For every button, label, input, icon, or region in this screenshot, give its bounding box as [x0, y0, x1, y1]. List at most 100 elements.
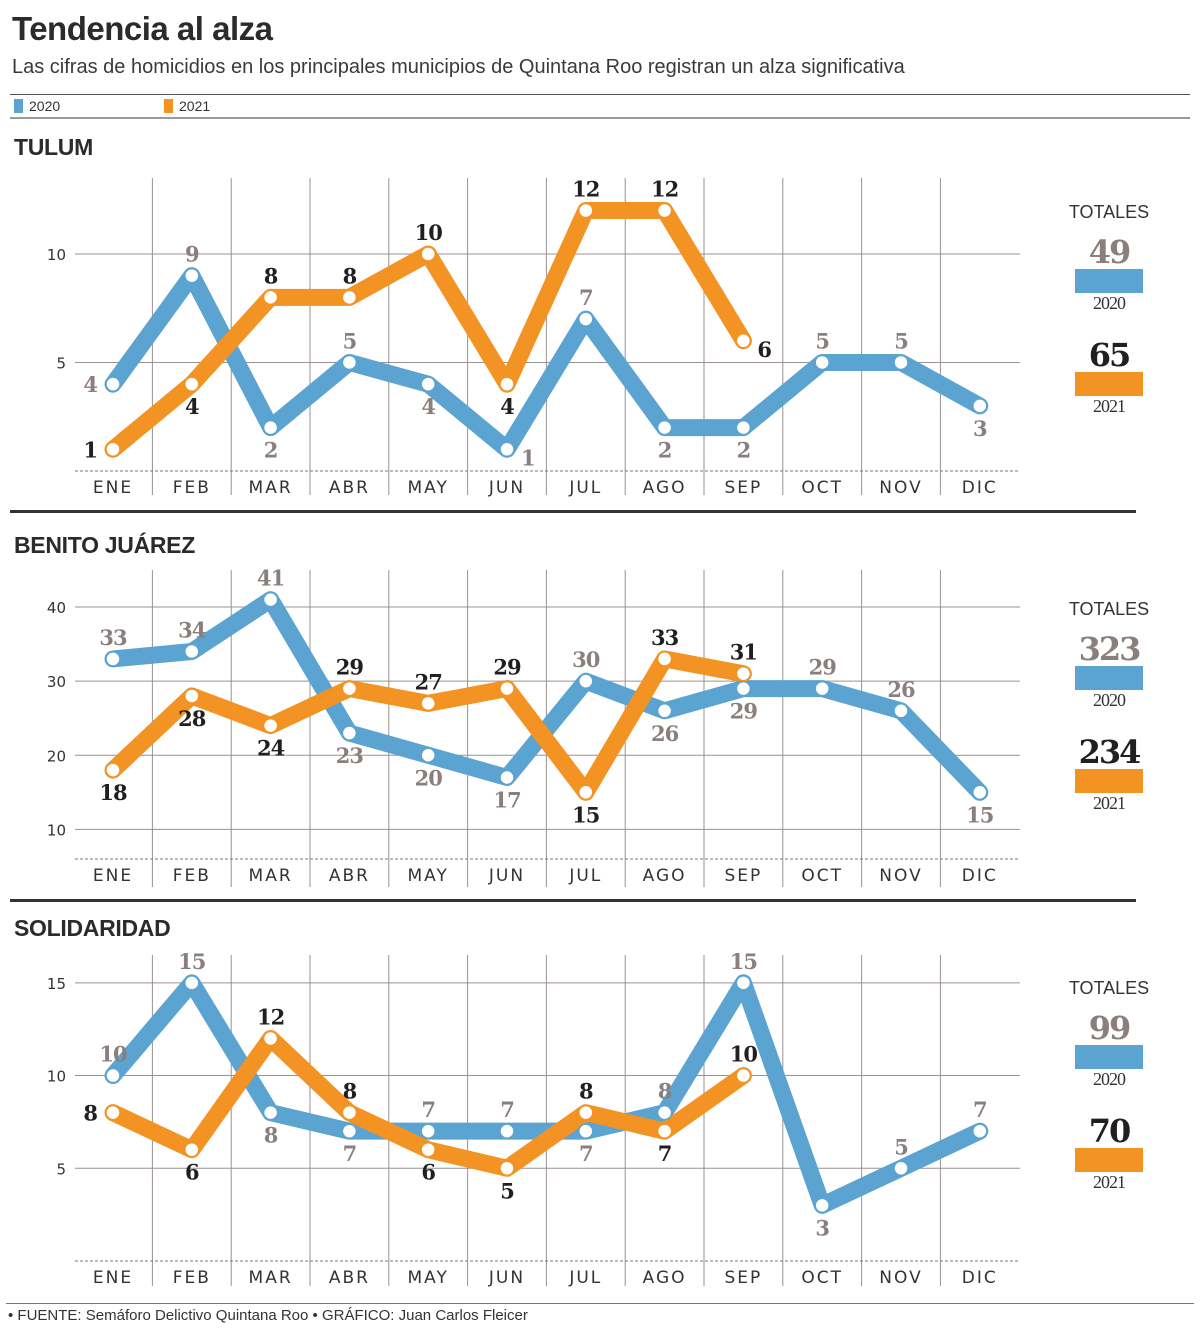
data-label-2021: 28 [178, 706, 206, 731]
panel-title-solidaridad: SOLIDARIDAD [14, 915, 171, 941]
total-year-2020: 2020 [1093, 1069, 1126, 1089]
data-label-2021: 4 [185, 394, 199, 419]
data-label-2020: 2 [658, 438, 672, 463]
totals-label: TOTALES [1068, 599, 1150, 619]
x-tick-label: MAR [249, 1268, 293, 1288]
divider [10, 94, 1190, 95]
x-tick-label: FEB [173, 478, 211, 498]
data-label-2020: 41 [257, 566, 284, 591]
data-point-2020 [814, 1197, 830, 1214]
data-point-2020 [184, 643, 200, 660]
data-label-2020: 8 [264, 1123, 278, 1148]
data-point-2020 [972, 784, 988, 801]
data-label-2020: 7 [343, 1141, 357, 1166]
total-bar-2021 [1075, 769, 1143, 793]
chart-tulum: 5 10 ENE FEB MAR ABR MAY JUN JUL AGO SEP OCT NOV DIC 4… [47, 177, 1020, 498]
data-label-2020: 4 [83, 372, 97, 397]
data-point-2020 [105, 376, 121, 392]
totals-label: TOTALES [1068, 202, 1150, 222]
x-tick-label: ENE [93, 1268, 133, 1288]
data-point-2021 [341, 1104, 358, 1121]
data-point-2020 [656, 1104, 673, 1121]
data-label-2021: 10 [730, 1042, 758, 1067]
x-tick-label: FEB [173, 1268, 211, 1288]
x-tick-label: OCT [801, 478, 843, 498]
data-point-2021 [420, 1141, 436, 1158]
data-point-2021 [578, 1104, 594, 1121]
y-tick-label: 20 [47, 747, 66, 765]
total-2021: 234 [1078, 733, 1142, 771]
data-point-2021 [735, 333, 752, 349]
data-point-2020 [262, 419, 279, 436]
total-bar-2020 [1075, 269, 1143, 293]
totals-tulum: TOTALES 49 2020 65 2021 [1060, 202, 1158, 417]
data-label-2021: 8 [579, 1079, 593, 1104]
data-point-2020 [499, 441, 515, 458]
data-point-2020 [735, 680, 752, 697]
x-tick-label: AGO [643, 866, 687, 886]
data-label-2020: 4 [421, 394, 435, 419]
total-year-2020: 2020 [1093, 293, 1126, 313]
legend-label: 2020 [29, 98, 61, 114]
data-label-2020: 9 [185, 242, 199, 267]
total-2021: 65 [1088, 336, 1132, 374]
data-point-2021 [578, 784, 594, 801]
data-point-2020 [735, 975, 752, 991]
x-tick-label: JUN [488, 1268, 525, 1288]
data-point-2021 [499, 1160, 515, 1177]
data-label-2021: 29 [493, 655, 521, 680]
data-point-2021 [184, 688, 200, 704]
data-label-2020: 1 [521, 445, 535, 470]
x-tick-label: MAY [408, 478, 449, 498]
source-credit: • FUENTE: Semáforo Delictivo Quintana Ro… [8, 1307, 528, 1324]
y-tick-label: 30 [47, 673, 66, 691]
data-point-2020 [420, 747, 436, 764]
data-label-2021: 8 [264, 263, 278, 288]
legend-swatch-2021 [164, 99, 173, 113]
data-label-2020: 7 [421, 1097, 435, 1122]
data-label-2020: 2 [737, 438, 751, 463]
footer-divider [6, 1303, 1194, 1304]
y-tick-label: 5 [56, 1160, 66, 1178]
data-label-2020: 3 [973, 416, 987, 441]
x-tick-label: ABR [329, 478, 370, 498]
x-tick-label: SEP [725, 866, 763, 886]
data-point-2020 [420, 1123, 436, 1139]
data-point-2020 [341, 725, 358, 741]
totals-benito-juarez: TOTALES 323 2020 234 2021 [1060, 599, 1158, 814]
data-label-2021: 8 [83, 1101, 97, 1126]
data-label-2020: 7 [579, 1141, 593, 1166]
data-point-2020 [105, 1067, 121, 1084]
data-point-2020 [262, 591, 279, 608]
x-tick-label: ABR [329, 866, 370, 886]
data-label-2021: 12 [651, 177, 678, 202]
total-bar-2020 [1075, 666, 1143, 690]
data-label-2021: 31 [730, 640, 757, 665]
x-tick-label: MAR [249, 478, 293, 498]
x-tick-label: ENE [93, 866, 133, 886]
total-bar-2021 [1075, 372, 1143, 396]
x-tick-label: SEP [725, 1268, 763, 1288]
data-point-2021 [656, 651, 673, 667]
data-point-2020 [656, 419, 673, 436]
data-label-2020: 17 [493, 787, 520, 812]
x-tick-label: MAY [408, 1268, 449, 1288]
page-subtitle: Las cifras de homicidios en los principa… [12, 56, 905, 78]
y-tick-label: 10 [47, 821, 66, 839]
x-tick-label: JUL [568, 866, 602, 886]
data-point-2020 [184, 975, 200, 991]
y-tick-label: 10 [47, 246, 66, 264]
data-label-2021: 8 [343, 1079, 357, 1104]
data-label-2020: 2 [264, 438, 278, 463]
data-point-2021 [341, 680, 358, 697]
data-label-2020: 29 [809, 655, 837, 680]
data-point-2020 [893, 354, 909, 371]
panel-title-benito-juarez: BENITO JUÁREZ [14, 532, 195, 558]
data-label-2021: 7 [658, 1141, 672, 1166]
data-point-2021 [262, 289, 279, 306]
x-tick-label: AGO [643, 1268, 687, 1288]
data-label-2020: 29 [730, 699, 758, 724]
legend-item-2020: 2020 [14, 98, 164, 114]
x-tick-label: MAY [408, 866, 449, 886]
totals-solidaridad: TOTALES 99 2020 70 2021 [1060, 978, 1158, 1193]
